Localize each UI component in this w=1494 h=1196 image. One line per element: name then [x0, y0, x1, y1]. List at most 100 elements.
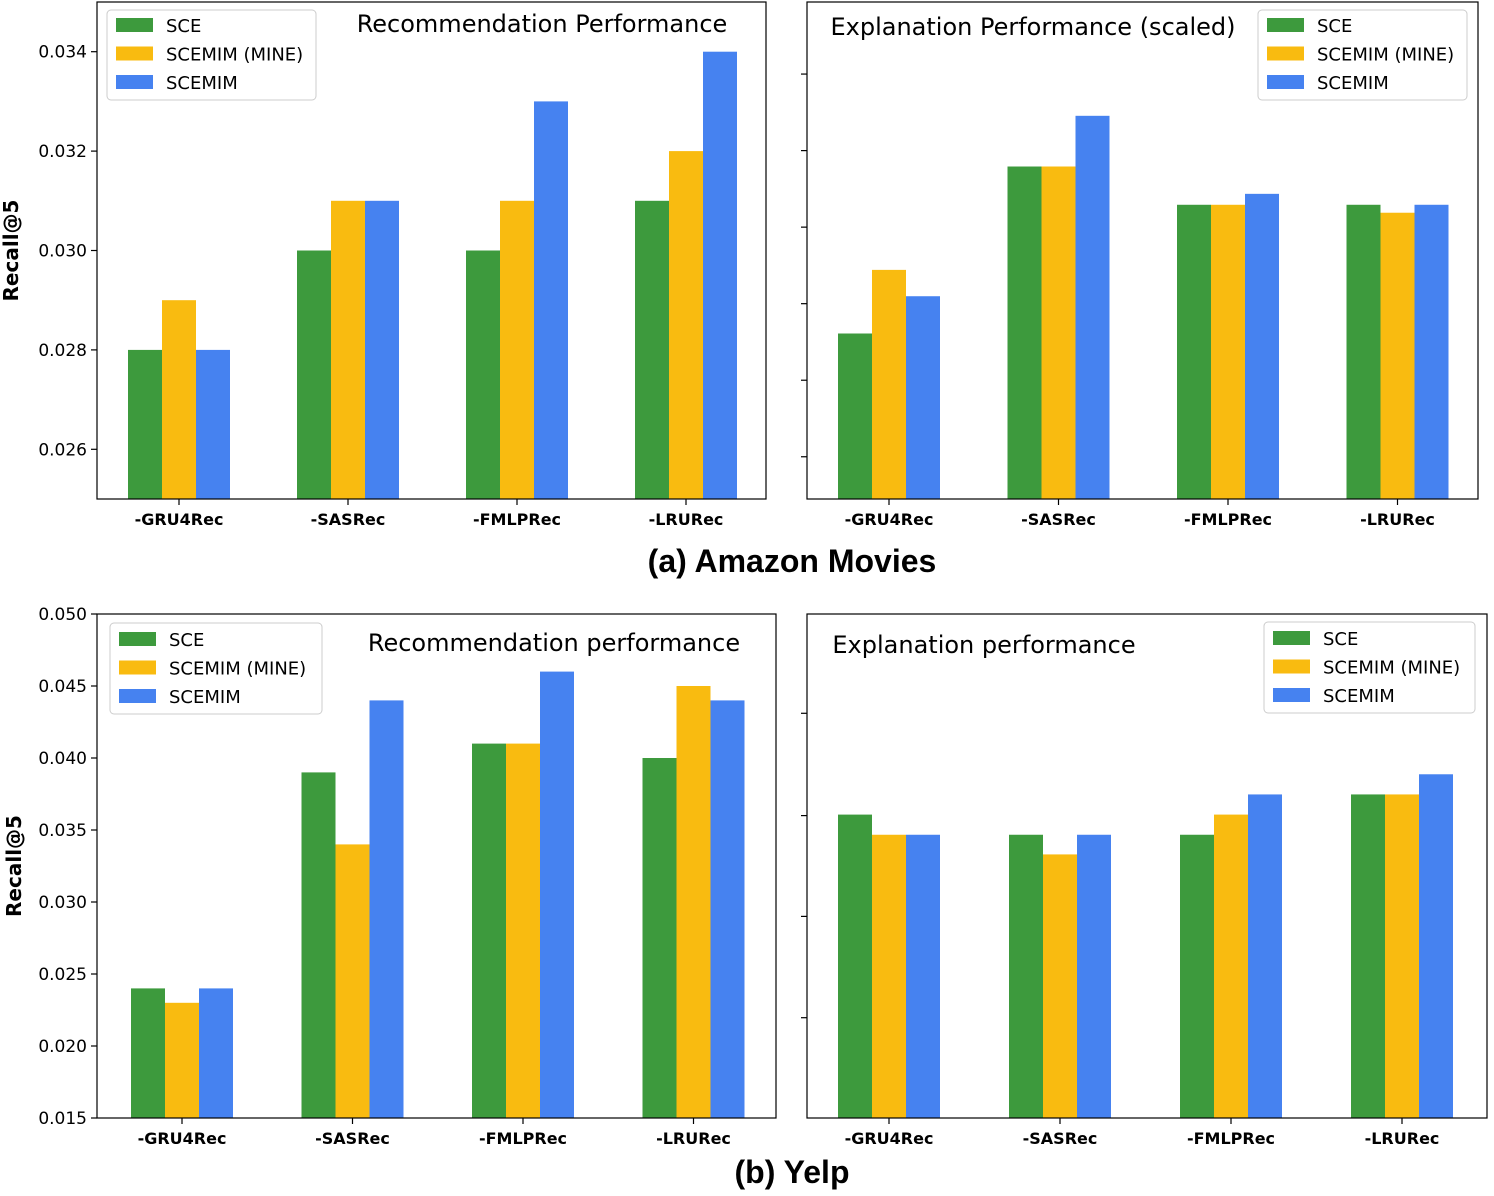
bar-sce-0 — [128, 349, 162, 499]
caption-amazon-movies: (a) Amazon Movies — [648, 543, 937, 579]
bar-scemim-mine--3 — [676, 686, 711, 1118]
legend-swatch-1 — [119, 660, 156, 675]
x-tick-label: -SASRec — [1021, 510, 1096, 529]
legend-box — [1263, 621, 1476, 714]
y-tick-label: 0.028 — [38, 341, 87, 361]
bar-scemim-mine--0 — [872, 269, 906, 499]
legend-swatch-0 — [116, 18, 153, 32]
bar-sce-1 — [297, 250, 331, 499]
bar-sce-1 — [1009, 834, 1043, 1118]
bar-scemim-mine--3 — [1385, 794, 1419, 1118]
caption-yelp: (b) Yelp — [735, 1154, 850, 1190]
x-tick-label: -FMLPRec — [479, 1129, 567, 1148]
bar-sce-0 — [131, 988, 165, 1118]
legend-swatch-1 — [1267, 46, 1304, 61]
x-tick-label: -GRU4Rec — [135, 510, 224, 529]
bar-sce-2 — [472, 743, 506, 1118]
legend-swatch-0 — [1273, 631, 1310, 645]
bar-sce-3 — [642, 758, 677, 1118]
bar-scemim-1 — [365, 200, 399, 500]
bar-scemim-3 — [1419, 774, 1453, 1118]
y-tick-label: 0.034 — [38, 43, 87, 63]
x-tick-label: -FMLPRec — [1187, 1129, 1275, 1148]
bar-scemim-2 — [1248, 794, 1282, 1118]
y-tick-label: 0.045 — [38, 677, 87, 697]
legend-swatch-2 — [119, 689, 156, 703]
legend-swatch-2 — [1273, 688, 1310, 702]
y-tick-label: 0.020 — [38, 1037, 87, 1057]
legend: SCE SCEMIM (MINE) SCEMIM — [106, 9, 317, 101]
x-tick-label: -GRU4Rec — [845, 510, 934, 529]
chart-amazon-explanation: -GRU4Rec -SASRec -FMLPRec -LRURec Explanatio… — [801, 1, 1479, 529]
legend-label: SCE — [166, 16, 201, 37]
bar-sce-2 — [1177, 204, 1211, 499]
legend-label: SCEMIM — [169, 687, 241, 708]
bar-sce-0 — [838, 333, 872, 499]
legend-swatch-1 — [116, 46, 153, 61]
y-axis-label: Recall@5 — [2, 815, 26, 917]
bar-scemim-0 — [199, 988, 233, 1118]
bar-scemim-mine--2 — [1214, 814, 1248, 1118]
bar-scemim-1 — [369, 700, 404, 1118]
legend-label: SCEMIM — [1323, 686, 1395, 707]
legend-box — [106, 9, 317, 101]
y-tick-label: 0.032 — [38, 142, 87, 162]
x-tick-label: -GRU4Rec — [845, 1129, 934, 1148]
y-tick-label: 0.026 — [38, 440, 87, 460]
legend-label: SCEMIM (MINE) — [1323, 658, 1460, 679]
legend-box — [109, 622, 323, 715]
bar-scemim-mine--1 — [335, 844, 370, 1118]
bar-scemim-mine--0 — [162, 300, 196, 499]
bar-scemim-mine--1 — [1043, 854, 1077, 1118]
bar-scemim-mine--1 — [1041, 166, 1076, 499]
x-tick-label: -LRURec — [1360, 510, 1435, 529]
y-tick-label: 0.030 — [38, 242, 87, 262]
chart-yelp-explanation: -GRU4Rec -SASRec -FMLPRec -LRURec Explanatio… — [801, 613, 1488, 1148]
y-axis-label: Recall@5 — [0, 200, 23, 302]
bar-sce-2 — [466, 250, 500, 499]
legend-label: SCE — [1317, 16, 1352, 37]
bar-scemim-3 — [703, 51, 737, 499]
bar-scemim-mine--2 — [1211, 204, 1245, 499]
legend: SCE SCEMIM (MINE) SCEMIM — [1263, 621, 1476, 714]
y-tick-label: 0.050 — [38, 605, 87, 625]
bar-scemim-3 — [1414, 204, 1449, 499]
chart-yelp-recommendation: 0.015 0.020 0.025 0.030 0.035 0.040 0.045 0.050… — [2, 605, 777, 1148]
bar-scemim-mine--0 — [872, 834, 906, 1118]
bar-sce-3 — [1346, 204, 1381, 499]
chart-title: Recommendation performance — [368, 629, 740, 657]
legend-label: SCEMIM — [1317, 73, 1389, 94]
y-tick-label: 0.030 — [38, 893, 87, 913]
bar-scemim-0 — [906, 834, 940, 1118]
legend-swatch-0 — [1267, 18, 1304, 32]
bar-sce-3 — [635, 200, 669, 500]
bar-scemim-mine--0 — [165, 1002, 199, 1118]
y-tick-label: 0.040 — [38, 749, 87, 769]
legend-label: SCEMIM (MINE) — [1317, 45, 1454, 66]
legend-label: SCEMIM (MINE) — [169, 659, 306, 680]
x-tick-label: -FMLPRec — [473, 510, 561, 529]
plot-frame — [806, 613, 1488, 1119]
x-tick-label: -LRURec — [1365, 1129, 1440, 1148]
x-tick-label: -SASRec — [315, 1129, 390, 1148]
bar-scemim-mine--2 — [500, 200, 534, 500]
y-tick-label: 0.025 — [38, 965, 87, 985]
bar-scemim-mine--2 — [506, 743, 540, 1118]
bar-sce-1 — [1007, 166, 1042, 499]
legend: SCE SCEMIM (MINE) SCEMIM — [109, 622, 323, 715]
chart-title: Explanation Performance (scaled) — [830, 13, 1235, 41]
bar-sce-3 — [1351, 794, 1385, 1118]
x-tick-label: -LRURec — [656, 1129, 731, 1148]
legend-label: SCEMIM (MINE) — [166, 45, 303, 66]
legend: SCE SCEMIM (MINE) SCEMIM — [1257, 9, 1468, 101]
bar-scemim-mine--1 — [331, 200, 365, 500]
legend-label: SCEMIM — [166, 73, 238, 94]
bar-scemim-2 — [534, 101, 568, 500]
bar-scemim-0 — [906, 296, 940, 499]
chart-title: Recommendation Performance — [357, 10, 728, 38]
bar-scemim-2 — [540, 671, 574, 1118]
chart-title: Explanation performance — [832, 631, 1135, 659]
x-tick-label: -GRU4Rec — [138, 1129, 227, 1148]
chart-amazon-recommendation: 0.026 0.028 0.030 0.032 0.034 -GRU4Rec -SASRec… — [0, 1, 767, 529]
legend-swatch-2 — [116, 75, 153, 89]
